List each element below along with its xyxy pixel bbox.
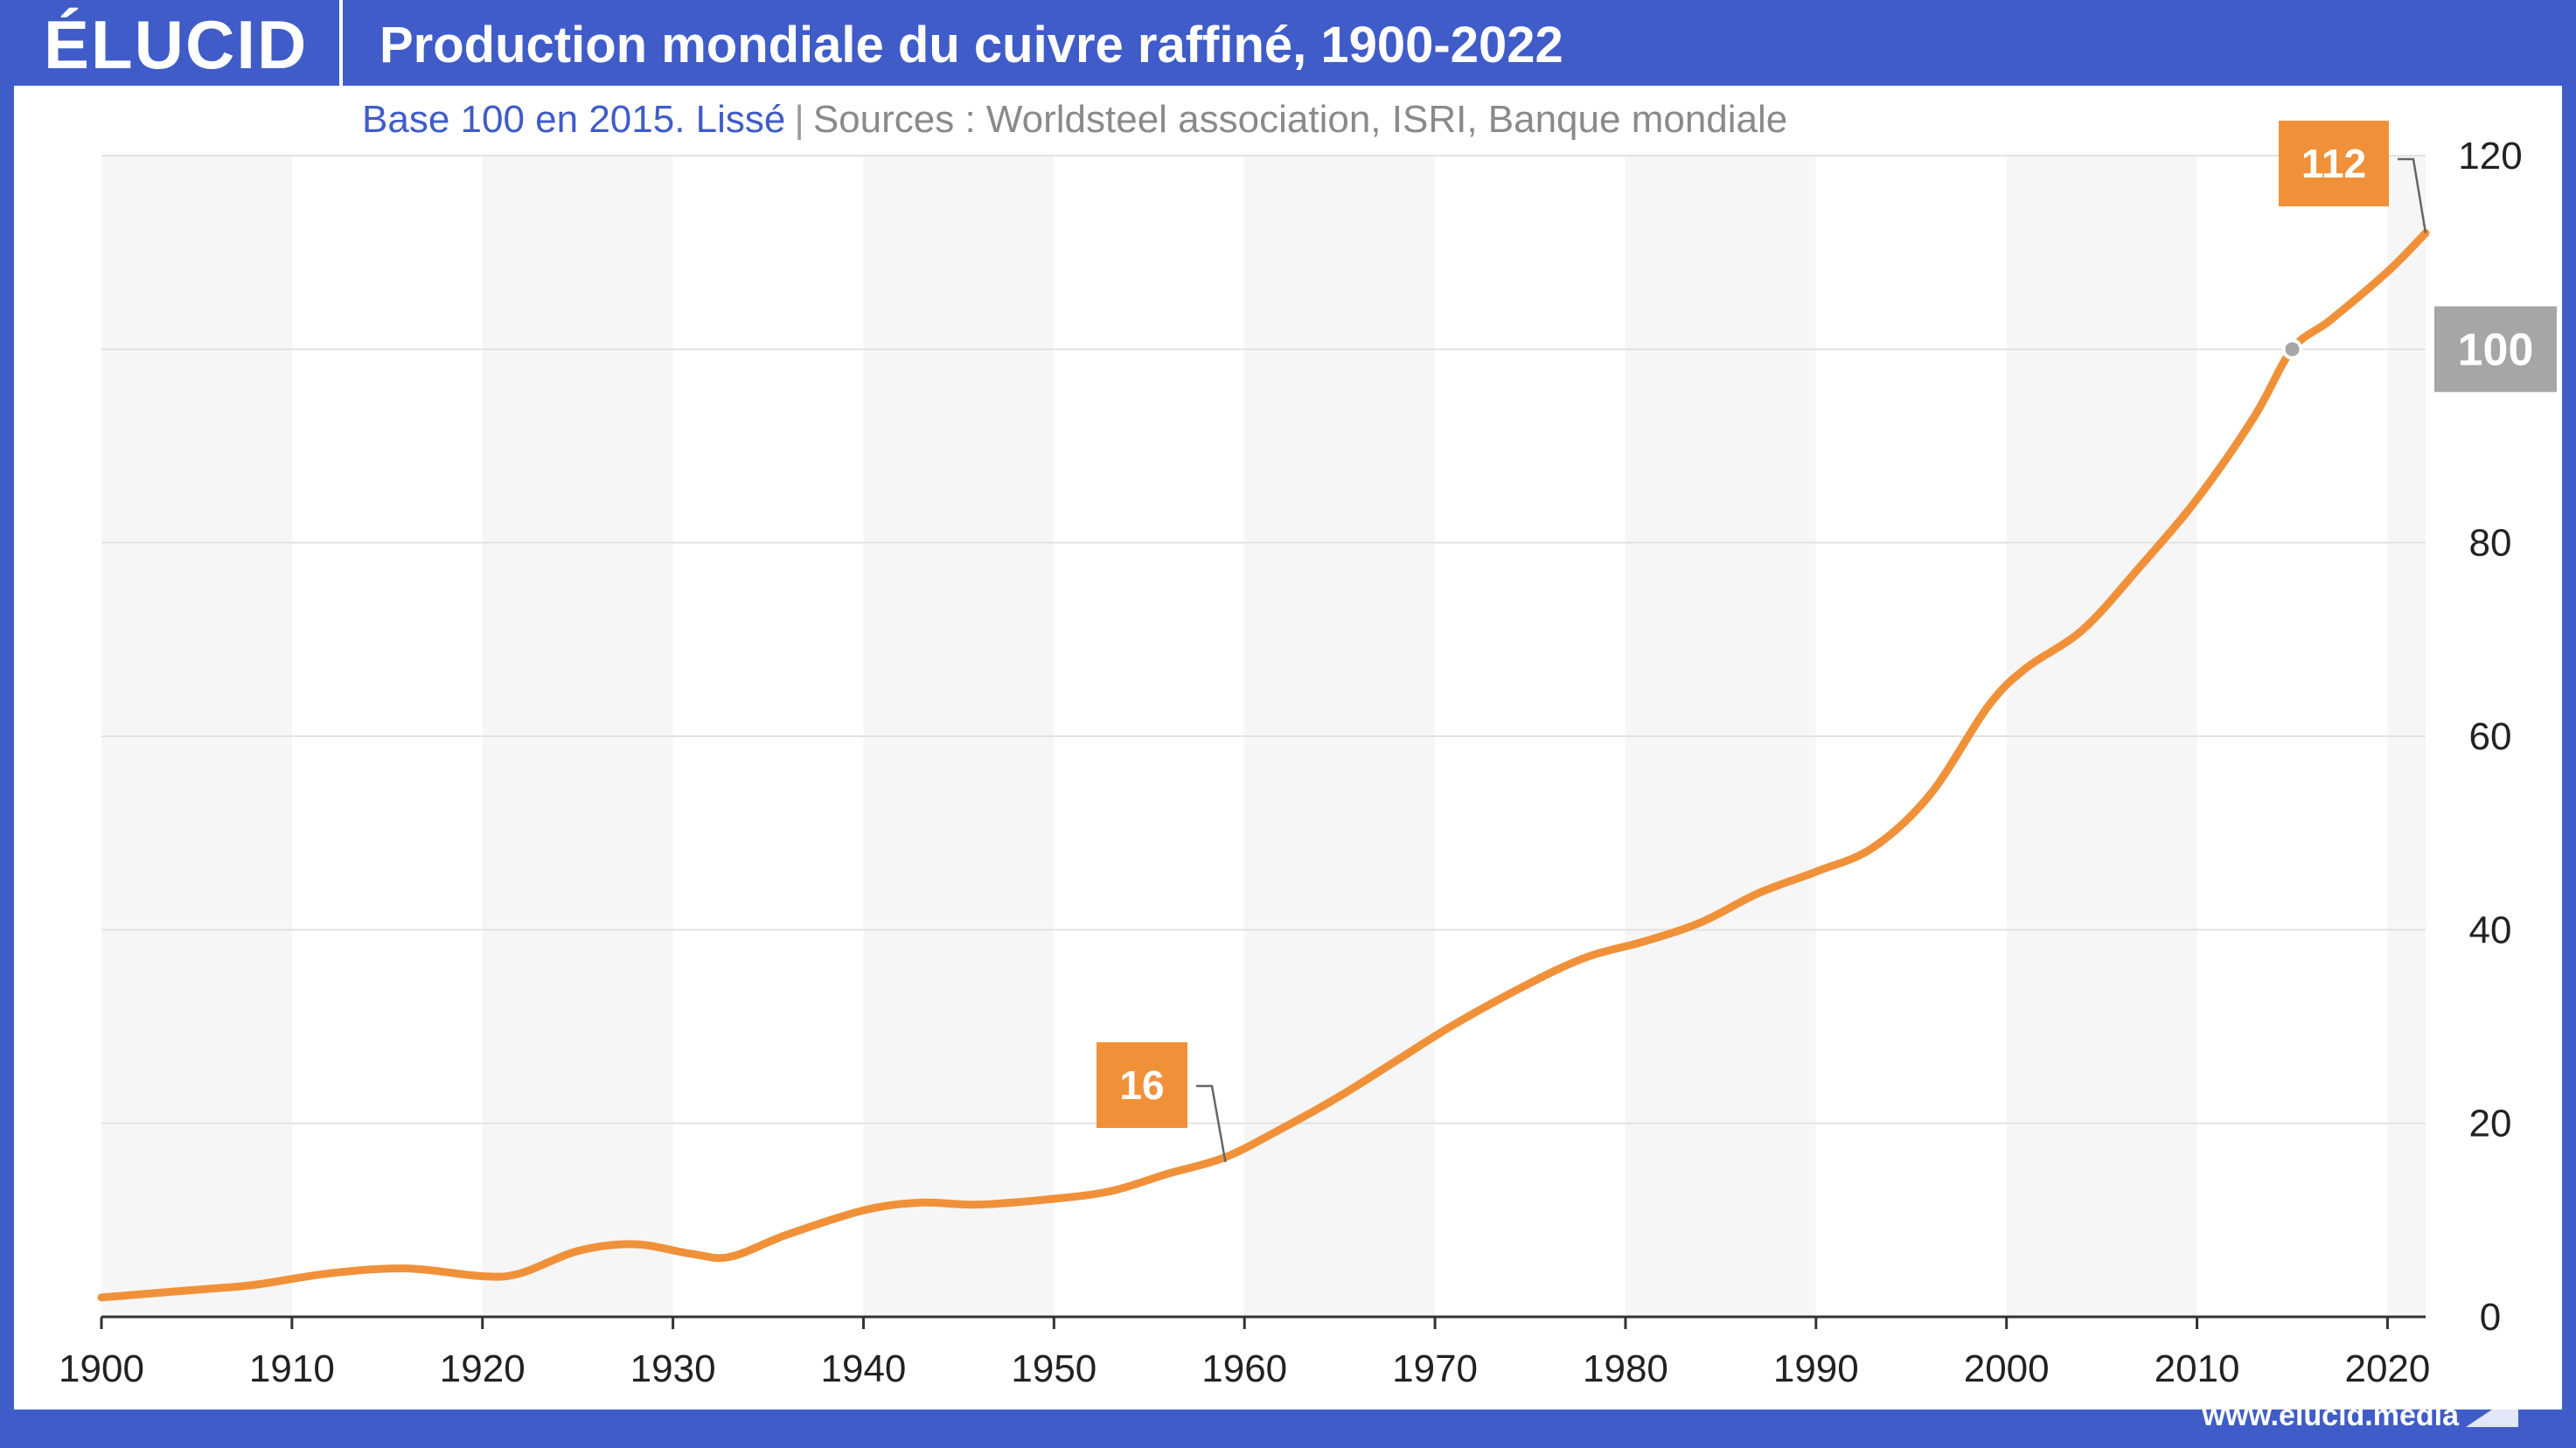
logo-arrow-icon [2466, 1392, 2518, 1427]
x-tick-label: 2010 [2155, 1347, 2240, 1390]
chart-subtitle: Base 100 en 2015. Lissé | Sources : Worlds… [362, 98, 1787, 142]
elucid-logo: ÉLUCID [44, 6, 309, 83]
x-tick-label: 1970 [1392, 1347, 1478, 1390]
x-tick-label: 1950 [1011, 1347, 1097, 1390]
y-tick-label: 40 [2469, 908, 2512, 951]
x-tick-label: 2000 [1964, 1347, 2050, 1390]
series-layer [97, 229, 2430, 1302]
x-tick-label: 1980 [1583, 1347, 1668, 1390]
callout-box [1097, 1042, 1187, 1128]
x-tick-label: 2020 [2344, 1347, 2430, 1390]
series-line [97, 229, 2430, 1302]
grid-lines [101, 155, 2426, 1124]
reference-point [2281, 338, 2303, 360]
subtitle-separator: | [794, 98, 804, 141]
y-tick-label: 20 [2469, 1103, 2512, 1145]
chart-title: Production mondiale du cuivre raffiné, 1… [379, 17, 1563, 73]
x-tick-label: 1930 [630, 1347, 716, 1390]
x-tick-label: 1990 [1773, 1347, 1859, 1390]
y-tick-label: 60 [2469, 715, 2512, 758]
x-tick-label: 1910 [249, 1347, 335, 1390]
subtitle-sources: Sources : Worldsteel association, ISRI, … [812, 98, 1788, 141]
y-tick-label: 120 [2458, 135, 2522, 178]
x-axis: 1900 1910 1920 1930 1940 1950 1960 1970 1980 1990… [59, 1315, 2430, 1390]
x-tick-label: 1920 [440, 1347, 526, 1390]
callout-box [2279, 121, 2389, 206]
callout-label: 112 [2301, 141, 2366, 186]
website-link[interactable]: www.elucid.media [2202, 1399, 2459, 1432]
reference-label: 100 [2458, 324, 2534, 375]
y-tick-label: 80 [2469, 522, 2512, 565]
callout-leader [1196, 1084, 1227, 1163]
callout-label: 16 [1119, 1062, 1164, 1108]
callout-leader [2398, 157, 2427, 233]
x-tick-label: 1960 [1201, 1347, 1287, 1390]
reference-label-box [2434, 306, 2557, 393]
y-tick-label: 0 [2480, 1296, 2501, 1339]
annotation-layer: 16 112 100 [1097, 121, 2557, 1163]
subtitle-base: Base 100 en 2015. Lissé [362, 98, 786, 141]
x-tick-label: 1900 [59, 1347, 144, 1390]
logo-separator [339, 0, 343, 86]
footer-bar [0, 1410, 2576, 1448]
header-bar: ÉLUCID Production mondiale du cuivre raf… [0, 0, 2576, 86]
x-tick-label: 1940 [821, 1347, 907, 1390]
